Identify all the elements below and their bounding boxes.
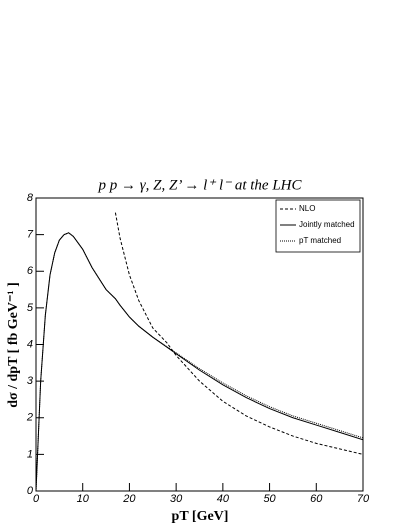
- y-tick-label: 6: [27, 265, 34, 277]
- y-tick-label: 2: [26, 412, 33, 424]
- x-tick-label: 0: [33, 493, 40, 505]
- chart-title: p p → γ, Z, Z’ → l⁺ l⁻ at the LHC: [97, 177, 302, 193]
- x-tick-label: 50: [263, 493, 276, 505]
- y-tick-label: 1: [27, 448, 33, 460]
- y-tick-label: 5: [27, 302, 34, 314]
- legend-box: [275, 199, 361, 253]
- x-tick-label: 30: [170, 493, 183, 505]
- x-tick-label: 20: [122, 493, 136, 505]
- x-tick-label: 10: [77, 493, 90, 505]
- series-line: [36, 232, 363, 491]
- x-axis-label: pT [GeV]: [172, 509, 229, 524]
- series-line: [114, 212, 363, 455]
- x-tick-label: 40: [217, 493, 230, 505]
- legend-label: pT matched: [299, 236, 341, 245]
- y-axis-label: dσ / dpT [ fb GeV⁻¹ ]: [6, 282, 21, 408]
- x-tick-label: 60: [310, 493, 323, 505]
- legend-label: Jointly matched: [299, 220, 355, 229]
- y-tick-label: 8: [27, 192, 34, 204]
- series-line: [36, 232, 363, 491]
- x-tick-label: 70: [357, 493, 370, 505]
- legend-label: NLO: [299, 204, 315, 213]
- y-tick-label: 7: [27, 229, 34, 241]
- y-tick-label: 4: [27, 338, 33, 350]
- y-tick-label: 3: [27, 375, 34, 387]
- y-tick-label: 0: [27, 485, 34, 497]
